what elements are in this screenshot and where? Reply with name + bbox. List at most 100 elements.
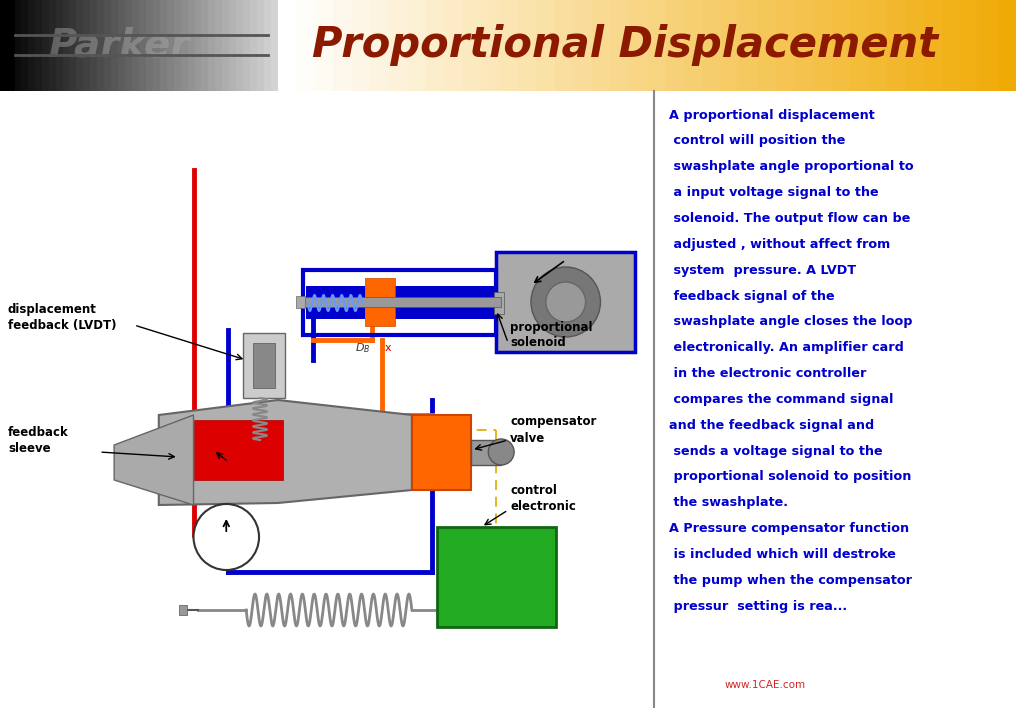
Bar [555, 0, 574, 91]
Text: swashplate angle closes the loop: swashplate angle closes the loop [669, 315, 912, 329]
Bar [83, 0, 90, 91]
Text: in the electronic controller: in the electronic controller [669, 367, 866, 380]
Text: A proportional displacement: A proportional displacement [669, 108, 874, 122]
Text: control will position the: control will position the [669, 135, 845, 147]
Bar [961, 0, 980, 91]
Bar [776, 0, 796, 91]
Bar [610, 0, 630, 91]
Bar [721, 0, 740, 91]
Text: Proportional Displacement: Proportional Displacement [312, 24, 938, 67]
Bar [174, 0, 180, 91]
Bar [215, 0, 222, 91]
Text: $D_B$: $D_B$ [355, 341, 371, 355]
Bar [209, 0, 215, 91]
Text: compares the command signal: compares the command signal [669, 393, 893, 406]
Text: proportional
solenoid: proportional solenoid [510, 321, 593, 350]
Bar [112, 0, 118, 91]
Bar [426, 0, 445, 91]
Bar [887, 0, 906, 91]
Bar [924, 0, 943, 91]
Bar [14, 0, 20, 91]
Bar [389, 0, 409, 91]
Bar [145, 0, 153, 91]
Bar [77, 0, 83, 91]
Text: and the feedback signal and: and the feedback signal and [669, 418, 873, 432]
Bar [997, 0, 1017, 91]
Text: proportional solenoid to position: proportional solenoid to position [669, 470, 911, 484]
Text: a input voltage signal to the: a input voltage signal to the [669, 186, 879, 199]
Bar [271, 0, 278, 91]
Bar [366, 278, 395, 326]
Bar [180, 0, 187, 91]
Text: Parker: Parker [48, 26, 189, 64]
Bar [518, 0, 538, 91]
Text: adjusted , without affect from: adjusted , without affect from [669, 238, 890, 251]
Bar [500, 0, 519, 91]
Bar [497, 252, 635, 352]
Bar [412, 415, 471, 490]
Bar [436, 527, 556, 627]
Text: solenoid. The output flow can be: solenoid. The output flow can be [669, 212, 910, 225]
Bar [90, 0, 97, 91]
Polygon shape [159, 400, 412, 505]
Bar [629, 0, 648, 91]
Bar [371, 0, 390, 91]
Bar [62, 0, 70, 91]
Polygon shape [114, 415, 194, 505]
Bar [160, 0, 167, 91]
Circle shape [531, 267, 600, 337]
Bar [813, 0, 833, 91]
Bar [831, 0, 851, 91]
Bar [28, 0, 35, 91]
Bar [495, 292, 504, 314]
Bar [795, 0, 814, 91]
Bar [739, 0, 759, 91]
Text: A Pressure compensator function: A Pressure compensator function [669, 522, 909, 535]
Bar [104, 0, 112, 91]
Bar [243, 333, 285, 398]
Bar [132, 0, 139, 91]
Bar [296, 296, 305, 308]
Bar [0, 0, 15, 91]
Bar [351, 0, 371, 91]
Bar [303, 270, 497, 335]
Bar [573, 0, 593, 91]
Bar [42, 0, 48, 91]
Text: the swashplate.: the swashplate. [669, 496, 787, 509]
Bar [195, 0, 202, 91]
Bar [167, 0, 174, 91]
Bar [647, 0, 667, 91]
Bar [264, 0, 271, 91]
Bar [194, 420, 283, 480]
Bar [48, 0, 55, 91]
Bar [20, 0, 28, 91]
Bar [868, 0, 888, 91]
Bar [0, 0, 7, 91]
Text: the pump when the compensator: the pump when the compensator [669, 573, 911, 587]
Text: electronically. An amplifier card: electronically. An amplifier card [669, 341, 903, 354]
Bar [306, 286, 366, 319]
Bar [178, 605, 186, 615]
Bar [243, 0, 250, 91]
Bar [278, 0, 297, 91]
Bar [253, 343, 274, 388]
Text: www.1CAE.com: www.1CAE.com [725, 680, 806, 690]
Text: displacement
feedback (LVDT): displacement feedback (LVDT) [8, 304, 117, 333]
Bar [537, 0, 556, 91]
Text: is included which will destroke: is included which will destroke [669, 548, 896, 561]
Bar [314, 0, 334, 91]
Bar [684, 0, 703, 91]
Bar [942, 0, 962, 91]
Text: feedback
sleeve: feedback sleeve [8, 426, 69, 455]
Bar [35, 0, 42, 91]
Bar [666, 0, 685, 91]
Text: control
electronic: control electronic [510, 484, 577, 513]
Bar [257, 0, 264, 91]
Bar [408, 0, 427, 91]
Text: swashplate angle proportional to: swashplate angle proportional to [669, 160, 913, 173]
Bar [97, 0, 104, 91]
Text: compensator
valve: compensator valve [510, 416, 597, 445]
Bar [7, 0, 14, 91]
Bar [229, 0, 237, 91]
Bar [979, 0, 998, 91]
